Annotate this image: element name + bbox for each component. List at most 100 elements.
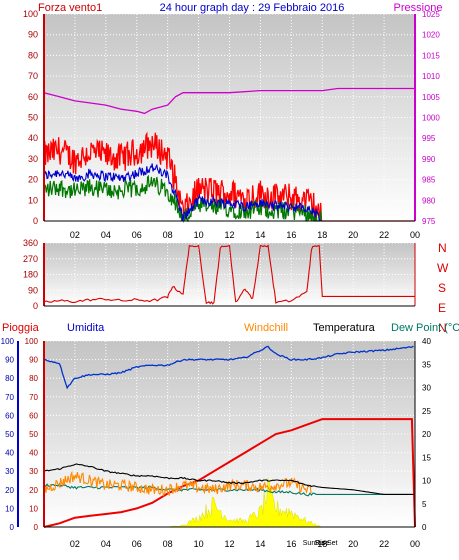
panel-1-right-tick-label: 990 [422,155,436,164]
panel-3-right-tick-label: 5 [422,500,427,509]
panel-1-left-tick-label: 60 [28,92,38,102]
panel-1-right-tick-label: 1005 [422,93,440,102]
panel-1-left-tick-label: 20 [28,175,38,185]
panel-2-left-tick-label: 270 [23,254,38,264]
panel-1-left-tick-label: 0 [33,216,38,226]
panel-3-left-tick-label-humidity: 60 [5,411,14,420]
panel-1-x-tick-label: 06 [132,230,142,240]
panel-1-right-tick-label: 1000 [422,114,440,123]
panel-1-x-tick-label: 18 [317,230,327,240]
panel-3-x-tick-label: 08 [163,539,173,549]
panel-3-right-tick-label: 10 [422,477,431,486]
panel-3-x-tick-label: 16 [286,539,296,549]
series-rain-line [43,418,416,528]
panel-1-x-tick-label: 20 [348,230,358,240]
panel-1-x-tick-label: 14 [255,230,265,240]
panel-3-left-tick-label-rain: 40 [29,449,38,458]
panel-3-left-tick-label-humidity: 10 [5,504,14,513]
panel-1-right-tick-label: 1015 [422,51,440,60]
panel-1-x-tick-label: 22 [379,230,389,240]
panel-3-x-tick-label: 14 [255,539,265,549]
panel-3-x-tick-label: 06 [132,539,142,549]
panel-3-left-tick-label-humidity: 30 [5,467,14,476]
panel-3-x-tick-label: 18 [317,539,327,549]
panel-3-right-tick-label: 25 [422,407,431,416]
panel-3-x-tick-label: 10 [194,539,204,549]
panel-3-left-tick-label-rain: 30 [29,467,38,476]
panel-3-right-tick-label: 30 [422,384,431,393]
legend-dewpoint: Dew Point (°C [391,322,459,334]
panel-3-left-tick-label-rain: 100 [25,337,39,346]
series-temperature-line [43,463,414,495]
panel-2-left-tick-label: 360 [23,238,38,248]
legend-humidity: Umidita [67,322,105,334]
series-wind-low-line [43,174,323,223]
panel-1-x-tick-label: 08 [163,230,173,240]
panel-3-left-tick-label-rain: 60 [29,411,38,420]
panel-1-right-tick-label: 975 [422,217,436,226]
panel-1-x-tick-label: 10 [194,230,204,240]
panel-1-x-tick-label: 02 [70,230,80,240]
panel-1-right-tick-label: 1020 [422,31,440,40]
panel-3-x-tick-label: 22 [379,539,389,549]
panel-3-x-tick-label: 00 [410,539,420,549]
panel-1-x-tick-label: 00 [410,230,420,240]
panel-3-x-tick-label: 12 [224,539,234,549]
series-pressure-line [43,87,415,115]
panel-3-left-tick-label-humidity: 100 [1,337,15,346]
panel-1-right-tick-label: 1025 [422,10,440,19]
panel-1-left-tick-label: 70 [28,71,38,81]
direction-label-n-top: N [438,241,447,255]
panel-3-left-tick-label-rain: 0 [34,523,39,532]
panel-3-x-tick-label: 04 [101,539,111,549]
sunset-label: SunSet [315,540,338,547]
direction-label-e: E [438,301,446,315]
direction-label-s: S [438,281,446,295]
panel-1-right-tick-label: 985 [422,176,436,185]
panel-3-left-tick-label-humidity: 40 [5,449,14,458]
panel-3-left-tick-label-rain: 70 [29,393,38,402]
panel-1-x-tick-label: 12 [224,230,234,240]
legend-rain: Pioggia [2,322,40,334]
panel-3-right-tick-label: 15 [422,453,431,462]
series-humidity-line [43,345,414,390]
panel-3-right-tick-label: 0 [422,523,427,532]
panel-1-left-tick-label: 50 [28,113,38,123]
header-right-label: Pressione [394,2,443,14]
legend-temperature: Temperatura [313,322,376,334]
panel-3-right-tick-label: 20 [422,430,431,439]
direction-label-n-bottom: N [438,321,447,335]
panel-1-left-tick-label: 30 [28,154,38,164]
panel-3-left-tick-label-humidity: 70 [5,393,14,402]
direction-label-w: W [437,261,449,275]
panel-2-left-tick-label: 0 [33,301,38,311]
panel-1-left-tick-label: 80 [28,50,38,60]
panel-3-left-tick-label-rain: 10 [29,504,38,513]
panel-3-right-tick-label: 35 [422,360,431,369]
panel-3-left-tick-label-humidity: 20 [5,486,14,495]
header-title: 24 hour graph day : 29 Febbraio 2016 [160,2,345,14]
sunrise-label: SunRise [303,540,330,547]
panel-3-left-tick-label-rain: 80 [29,374,38,383]
panel-2-left-tick-label: 90 [28,285,38,295]
panel-3-left-tick-label-rain: 90 [29,356,38,365]
series-wind-gust-line [43,131,415,222]
panel-3-left-tick-label-humidity: 50 [5,430,14,439]
series-wind-avg-line [43,163,322,223]
panel-1-right-tick-label: 1010 [422,72,440,81]
panel-3-left-tick-label-rain: 50 [29,430,38,439]
header-left-label: Forza vento1 [38,2,102,14]
panel-3-right-tick-label: 40 [422,337,431,346]
panel-1-left-tick-label: 10 [28,195,38,205]
panel-3-left-tick-label-humidity: 0 [10,523,15,532]
legend-windchill: Windchill [244,322,288,334]
panel-1-left-tick-label: 90 [28,30,38,40]
panel-3-left-tick-label-humidity: 80 [5,374,14,383]
series-wind-direction-line [43,244,415,305]
series-windchill-line [43,470,312,497]
panel-2-left-tick-label: 180 [23,270,38,280]
panel-3-x-tick-label: 02 [70,539,80,549]
panel-1-x-tick-label: 04 [101,230,111,240]
